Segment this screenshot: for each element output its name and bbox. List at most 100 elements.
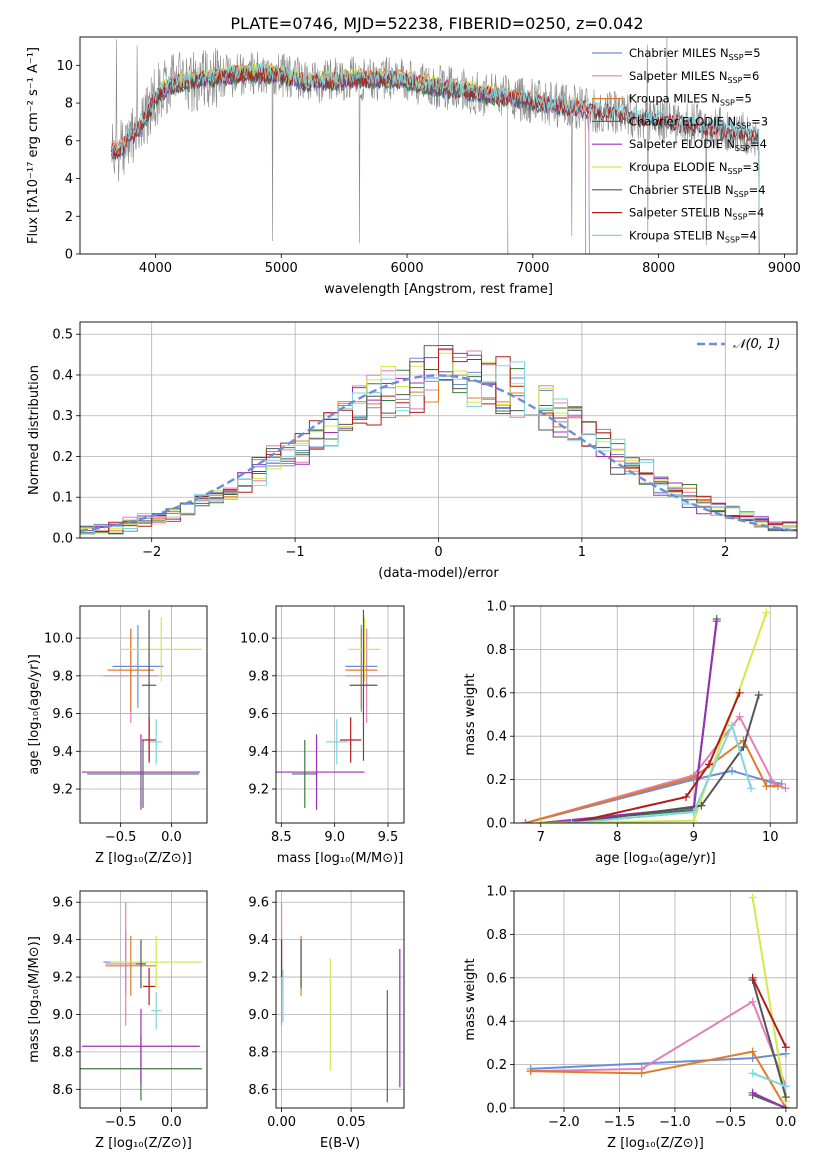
residuals-xtick-label: 1 xyxy=(578,545,586,560)
spectrum-ytick-label: 6 xyxy=(65,134,73,149)
errorbar-point xyxy=(345,628,378,712)
age_vs_Z-ytick-label: 9.8 xyxy=(52,669,73,684)
weight-marker xyxy=(762,782,771,791)
residuals-xtick-label: 2 xyxy=(721,545,729,560)
weight-marker xyxy=(735,688,744,697)
spectrum-model-kroupa-stelib xyxy=(111,61,760,254)
age_vs_mass-xtick-label: 9.0 xyxy=(324,830,345,845)
weight-line-salpeter-elodie xyxy=(752,1091,787,1108)
weight_vs_Z-xtick-label: 0.0 xyxy=(776,1115,797,1130)
mass_vs_Z-xtick-label: 0.0 xyxy=(161,1115,182,1130)
weight_vs_Z-ytick-label: 0.6 xyxy=(486,971,507,986)
legend-label: Salpeter MILES NSSP=6 xyxy=(629,69,759,85)
errorbar-point xyxy=(107,628,155,712)
weight_vs_Z-ytick-label: 0.4 xyxy=(486,1015,507,1030)
age_vs_mass-xtick-label: 8.5 xyxy=(271,830,292,845)
legend-label: Salpeter ELODIE NSSP=4 xyxy=(629,137,767,153)
residuals-frame xyxy=(79,321,798,539)
age_vs_Z-frame xyxy=(79,605,208,824)
weight_vs_Z-xtick-label: −2.0 xyxy=(548,1115,580,1130)
weight_vs_age-xtick-label: 9 xyxy=(690,830,698,845)
weight-line-chabrier-stelib xyxy=(751,979,787,1098)
errorbar-point xyxy=(87,739,199,808)
age_vs_Z-ytick-label: 9.6 xyxy=(52,707,73,722)
errorbar-point xyxy=(142,967,156,1006)
residuals-ytick-label: 0.0 xyxy=(52,532,73,547)
age_vs_Z-ytick-label: 10.0 xyxy=(44,632,73,647)
weight-marker xyxy=(781,1093,790,1102)
weight-marker xyxy=(727,721,736,730)
weight_vs_Z-ytick-label: 0.8 xyxy=(486,928,507,943)
spectrum-axes: 4000 5000 6000 7000 8000 9000 0 2 4 6 8 10 wavelengt… xyxy=(26,36,801,297)
errorbar-point xyxy=(141,717,157,763)
spectrum-xtick-label: 8000 xyxy=(642,261,675,276)
weight-marker xyxy=(637,1069,646,1078)
residuals-ytick-label: 0.3 xyxy=(52,409,73,424)
weight-marker xyxy=(781,1082,790,1091)
residuals-xtick-label: −2 xyxy=(142,545,161,560)
errorbar-point xyxy=(151,992,162,1030)
spectrum-ytick-label: 2 xyxy=(65,210,73,225)
mass_vs_EBV-ytick-label: 9.4 xyxy=(248,933,269,948)
age_vs_mass-ytick-label: 10.0 xyxy=(240,632,269,647)
residuals-axes: −2 −1 0 1 2 0.0 0.1 0.2 0.3 0.4 0.5 (data-model)/er… xyxy=(27,321,798,581)
weight-marker xyxy=(697,801,706,810)
legend-sub: SSP xyxy=(735,144,750,153)
weight-marker xyxy=(773,782,782,791)
weight-marker xyxy=(705,760,714,769)
mass_vs_Z-frame xyxy=(79,890,208,1109)
age_vs_mass-ytick-label: 9.2 xyxy=(248,783,269,798)
weight-marker xyxy=(712,617,721,626)
errorbar-point xyxy=(112,624,164,708)
residuals-ytick-label: 0.1 xyxy=(52,491,73,506)
spectrum-xtick-label: 5000 xyxy=(265,261,298,276)
legend-name: Chabrier STELIB N xyxy=(629,183,734,197)
spectrum-xlabel: wavelength [Angstrom, rest frame] xyxy=(324,282,553,297)
mass_vs_EBV-ytick-label: 8.6 xyxy=(248,1083,269,1098)
weight-marker xyxy=(727,766,736,775)
legend-sub: SSP xyxy=(729,53,744,62)
weight_vs_age-xtick-label: 8 xyxy=(613,830,621,845)
weight_vs_age-ytick-label: 0.6 xyxy=(486,686,507,701)
legend-label: Kroupa ELODIE NSSP=3 xyxy=(629,160,759,176)
weight-marker xyxy=(689,816,698,823)
mass_vs_Z-xlabel: Z [log₁₀(Z/Z⊙)] xyxy=(95,1136,192,1151)
weight_vs_age-xlabel: age [log₁₀(age/yr)] xyxy=(595,851,716,866)
weight_vs_age-ytick-label: 1.0 xyxy=(486,600,507,615)
age_vs_mass-ytick-label: 9.6 xyxy=(248,707,269,722)
age_vs_mass-ytick-label: 9.4 xyxy=(248,745,269,760)
residuals-xtick-label: −1 xyxy=(286,545,305,560)
residuals-xlabel: (data-model)/error xyxy=(378,566,499,581)
mass_vs_Z-ytick-label: 8.8 xyxy=(52,1045,73,1060)
weight-marker xyxy=(526,1067,535,1076)
weight-marker xyxy=(748,1088,757,1097)
weight_vs_age-ytick-label: 0.4 xyxy=(486,730,507,745)
errorbar-point xyxy=(150,719,163,765)
errorbar-point xyxy=(276,734,365,810)
legend-label: Salpeter STELIB NSSP=4 xyxy=(629,206,764,222)
weight_vs_age-xtick-label: 7 xyxy=(537,830,545,845)
legend-sub: SSP xyxy=(734,190,749,199)
weight-line-salpeter-stelib xyxy=(751,977,787,1048)
mass_vs_Z-ytick-label: 9.2 xyxy=(52,971,73,986)
residuals-xtick-label: 0 xyxy=(434,545,442,560)
normal-legend-label: 𝒩(0, 1) xyxy=(733,337,780,352)
legend-suffix: =4 xyxy=(750,137,767,151)
spectrum-ytick-label: 10 xyxy=(56,59,73,74)
spectrum-ytick-label: 0 xyxy=(65,248,73,263)
spectrum-ytick-label: 8 xyxy=(65,97,73,112)
age_vs_mass-axes: 8.5 9.0 9.5 9.2 9.4 9.6 9.8 10.0 mass [log₁₀(M/M… xyxy=(240,605,405,866)
weight_vs_Z-frame xyxy=(513,890,798,1109)
weight_vs_age-xtick-label: 10 xyxy=(762,830,779,845)
mass_vs_EBV-axes: 0.00 0.05 8.6 8.8 9.0 9.2 9.4 9.6 E(B-V) xyxy=(248,890,405,1151)
errorbar-point xyxy=(120,617,202,682)
legend-suffix: =4 xyxy=(747,206,764,220)
spectrum-ylabel: Flux [fλ10⁻¹⁷ erg cm⁻² s⁻¹ A⁻¹] xyxy=(26,47,41,244)
age_vs_mass-xlabel: mass [log₁₀(M/M⊙)] xyxy=(277,851,404,866)
errorbar-point xyxy=(82,1008,200,1084)
weight_vs_age-ytick-label: 0.2 xyxy=(486,773,507,788)
spectrum-xtick-label: 4000 xyxy=(139,261,172,276)
weight-marker xyxy=(781,784,790,793)
